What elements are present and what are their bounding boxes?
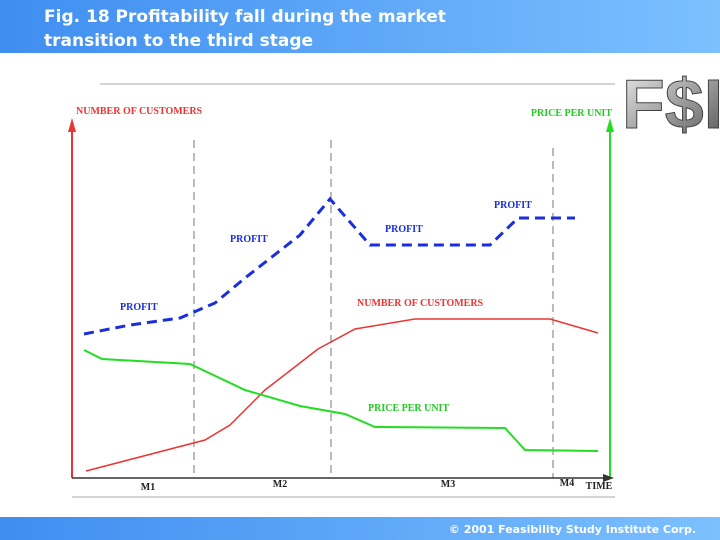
x-label: M2 <box>273 479 287 490</box>
title-line: Fig. 18 Profitability fall during the ma… <box>44 7 446 27</box>
profit-label: PROFIT <box>385 224 423 235</box>
header-bar <box>0 0 720 53</box>
price-curve <box>83 349 599 452</box>
left-axis-label: NUMBER OF CUSTOMERS <box>76 106 203 117</box>
customers-curve <box>85 318 599 472</box>
profit-label: PROFIT <box>494 200 532 211</box>
customers-label: NUMBER OF CUSTOMERS <box>357 298 484 309</box>
price-label: PRICE PER UNIT <box>368 403 449 414</box>
footer-bar <box>0 517 720 540</box>
logo: F$I <box>622 65 720 143</box>
copyright: © 2001 Feasibility Study Institute Corp. <box>449 523 696 536</box>
profit-curve <box>83 196 575 336</box>
x-label: M3 <box>441 479 455 490</box>
profit-label: PROFIT <box>230 234 268 245</box>
profit-label: PROFIT <box>120 302 158 313</box>
title-line: transition to the third stage <box>44 31 313 51</box>
x-arrow <box>603 474 614 482</box>
x-title: TIME <box>586 481 613 492</box>
right-arrow <box>606 118 614 132</box>
right-axis-label: PRICE PER UNIT <box>531 108 612 119</box>
x-label: M1 <box>141 482 155 493</box>
left-arrow <box>68 118 76 132</box>
stage-dividers <box>193 140 554 478</box>
x-label: M4 <box>560 478 574 489</box>
